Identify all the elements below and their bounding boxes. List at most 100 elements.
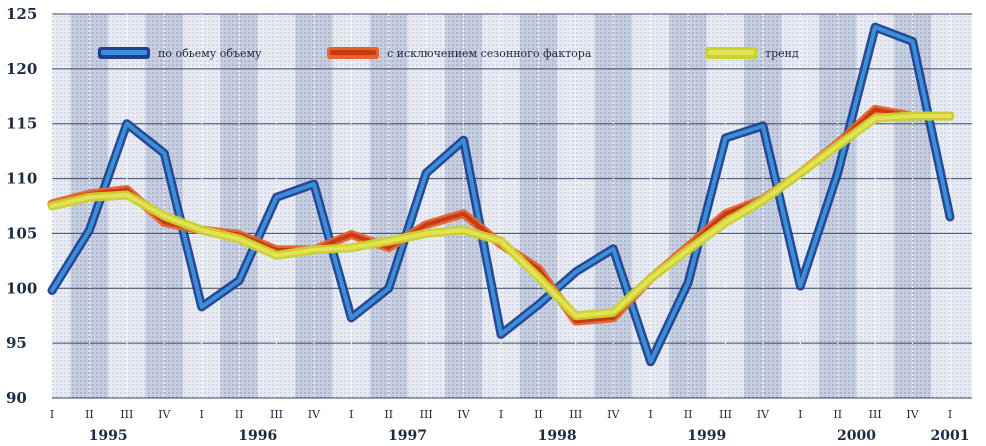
x-tick-quarter: III [869,408,882,421]
data-point [387,246,391,250]
data-point [724,220,727,224]
data-point [387,239,391,243]
data-point [462,212,466,216]
data-point [462,228,466,232]
y-tick-label: 110 [6,170,37,188]
y-tick-label: 100 [6,279,37,297]
data-point [162,220,166,224]
data-point [761,199,765,203]
data-point [200,305,204,309]
data-point [275,253,278,257]
x-tick-quarter: III [719,408,732,421]
data-point [424,223,428,227]
data-point [312,182,316,186]
data-point [574,314,578,318]
data-point [237,237,241,241]
x-tick-quarter: III [420,408,433,421]
data-point [911,114,915,118]
data-point [873,107,877,111]
data-point [349,233,353,237]
data-point [125,188,129,192]
x-tick-quarter: I [948,408,952,421]
legend-swatch-highlight [330,50,376,55]
x-tick-year: 2000 [837,428,876,444]
x-tick-year: 2001 [931,428,970,444]
data-point [387,286,391,290]
data-point [948,215,952,219]
data-point [424,171,428,175]
data-point [87,228,91,232]
x-tick-quarter: I [199,408,203,421]
data-point [237,279,241,283]
y-tick-label: 95 [6,334,27,352]
data-point [873,116,877,120]
data-point [162,214,166,218]
data-point [200,228,204,232]
data-point [462,138,466,142]
series-layer [47,22,955,367]
x-tick-quarter: IV [906,408,919,421]
legend-label: по обьему объему [158,47,262,60]
data-point [686,281,690,285]
legend-label: с исключением сезонного фактора [387,47,592,60]
legend-swatch-highlight [101,50,147,55]
x-tick-quarter: IV [158,408,171,421]
data-point [836,144,840,148]
data-point [499,332,503,336]
data-point [761,124,765,128]
legend-label: тренд [765,47,799,60]
data-point [798,284,802,288]
y-tick-label: 105 [6,224,37,242]
x-tick-quarter: III [270,408,283,421]
data-point [312,248,316,252]
x-tick-quarter: I [648,408,652,421]
data-point [349,316,353,320]
data-point [50,288,54,292]
data-point [349,246,353,250]
data-point [87,195,91,199]
data-point [275,195,278,199]
y-tick-label: 90 [6,389,27,407]
data-point [649,276,653,280]
data-point [798,171,802,175]
x-tick-year: 1998 [538,428,577,444]
data-point [611,316,615,320]
data-point [125,122,129,126]
legend: по обьему объему с исключением сезонного … [98,47,799,60]
y-tick-label: 115 [6,115,37,133]
y-tick-label: 125 [6,5,37,23]
data-point [574,270,578,274]
data-point [686,248,690,252]
x-tick-quarter: IV [457,408,470,421]
data-point [125,193,129,197]
x-tick-quarter: II [85,408,94,421]
x-tick-quarter: IV [757,408,770,421]
grid-lines [51,13,972,399]
x-tick-quarter: II [235,408,244,421]
data-point [611,247,615,251]
data-point [536,267,540,271]
x-tick-quarter: IV [607,408,620,421]
x-tick-quarter: I [349,408,353,421]
x-tick-quarter: I [50,408,54,421]
data-point [499,239,503,243]
y-axis: 90 95 100 105 110 115 120 125 [6,5,37,407]
x-tick-quarter: III [120,408,133,421]
legend-swatch-highlight [708,50,754,55]
x-tick-quarter: II [833,408,842,421]
x-tick-quarter: I [798,408,802,421]
y-tick-label: 120 [6,60,37,78]
data-point [911,39,915,43]
x-tick-quarter: II [684,408,693,421]
data-point [162,151,166,155]
x-tick-quarter: I [499,408,503,421]
plot-background [52,14,972,398]
data-point [574,319,578,323]
data-point [873,25,877,29]
x-tick-year: 1995 [89,428,128,444]
data-point [724,212,727,216]
data-point [948,114,952,118]
x-tick-year: 1999 [687,428,726,444]
data-point [536,303,540,307]
